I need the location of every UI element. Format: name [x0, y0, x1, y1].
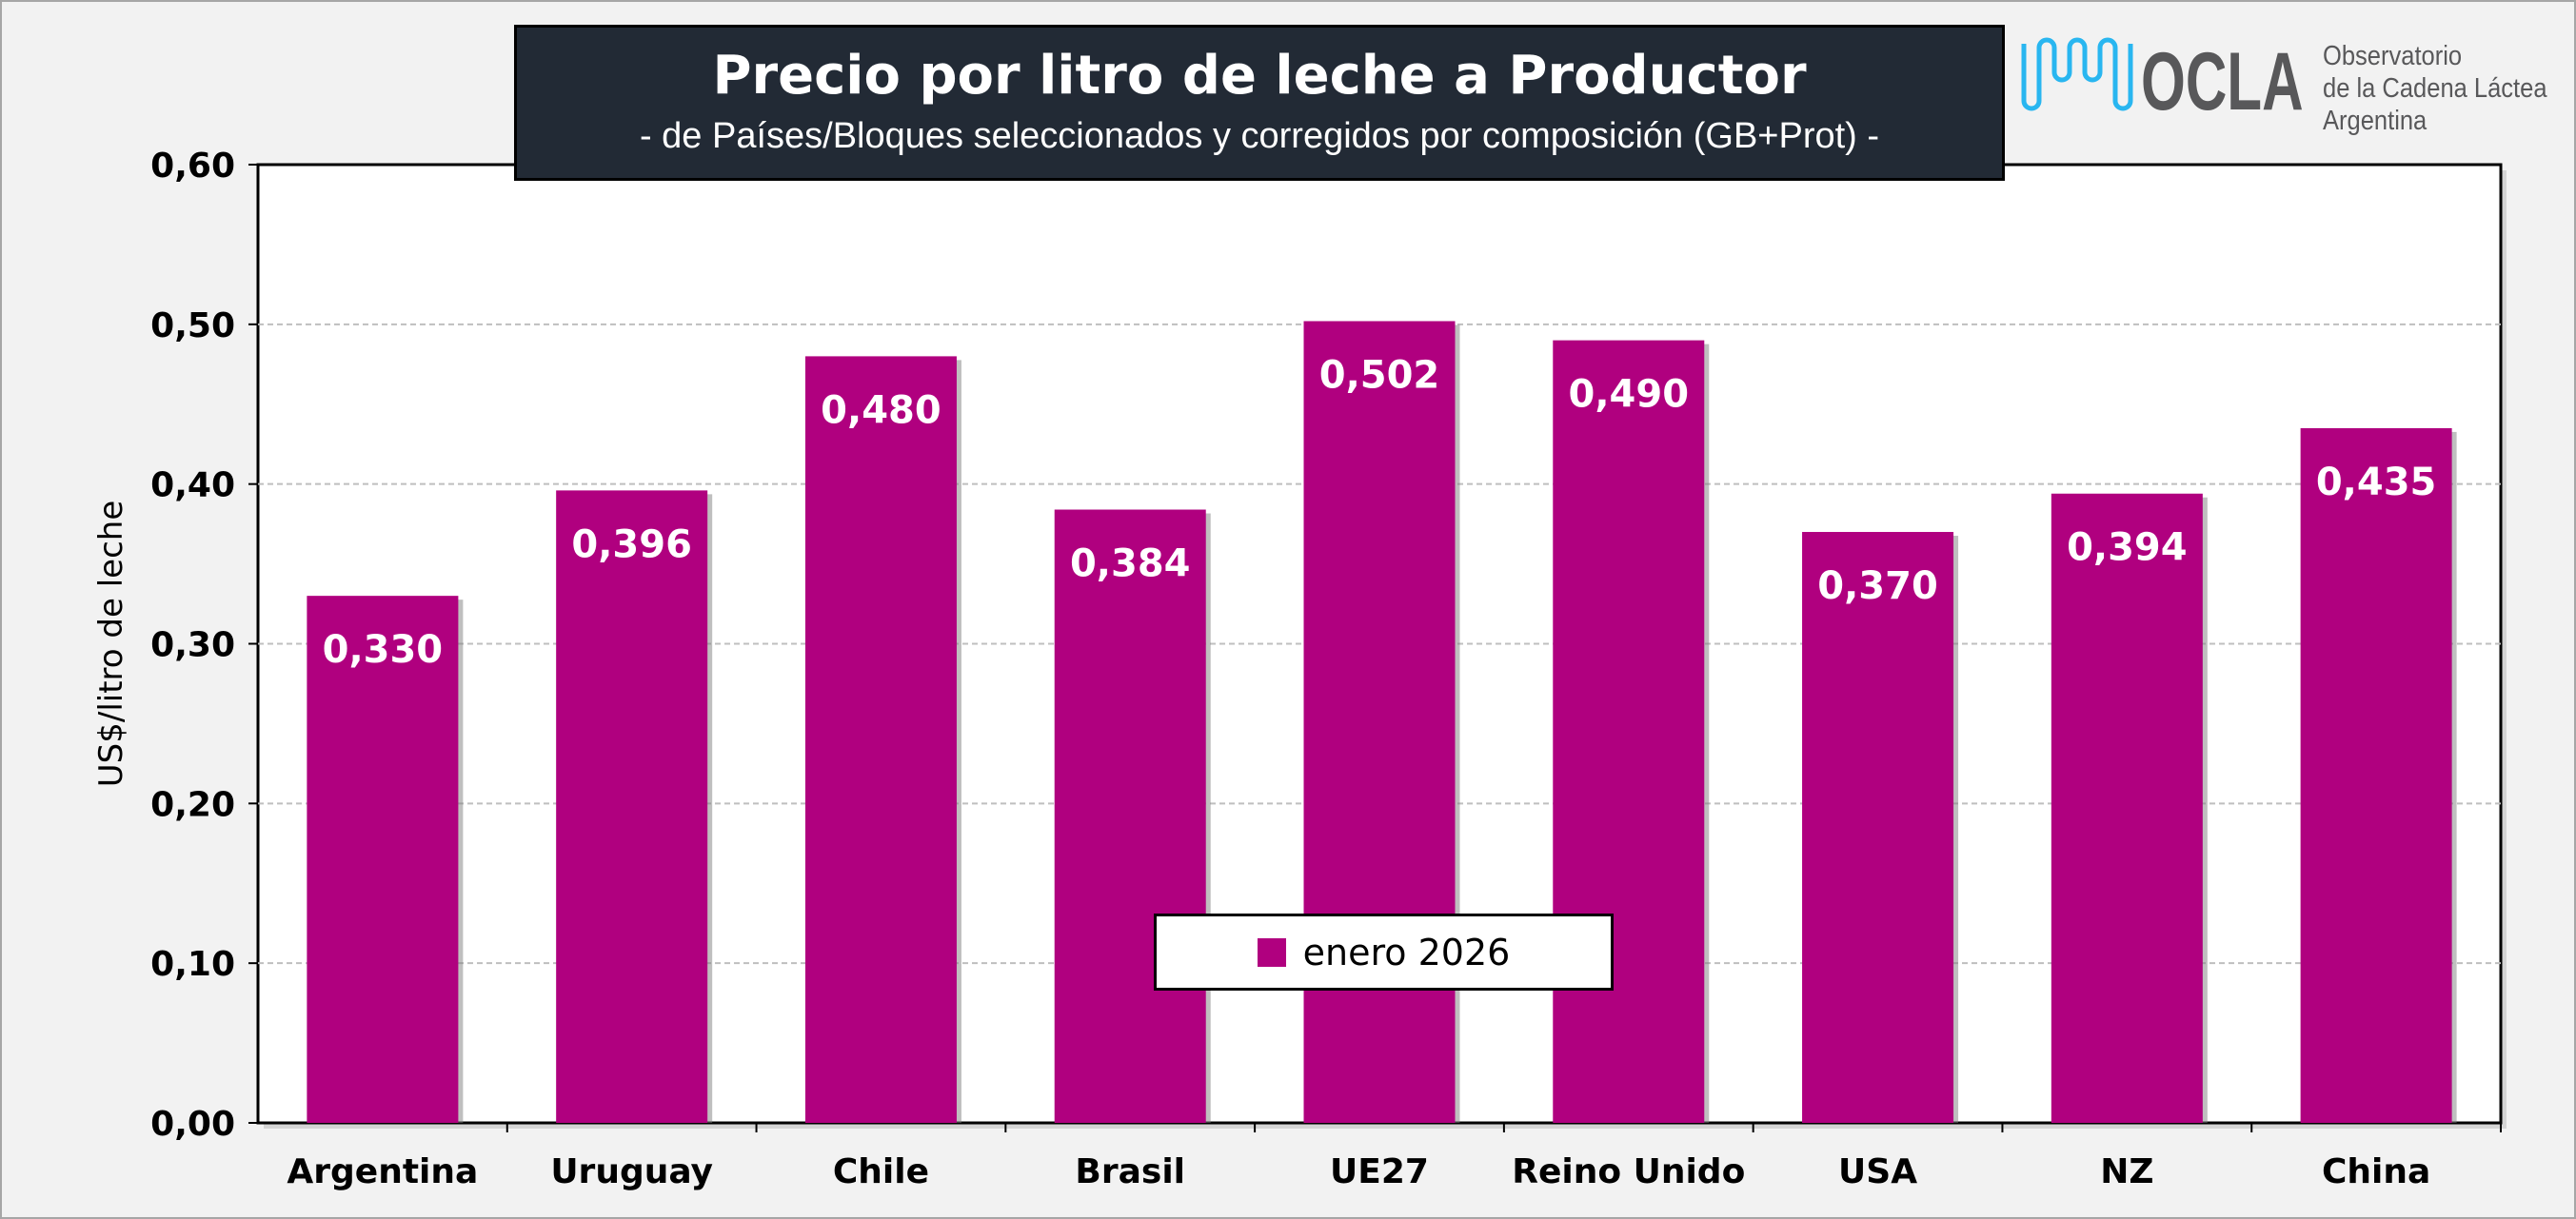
bar-uruguay [556, 490, 708, 1123]
data-label: 0,502 [1319, 353, 1440, 397]
data-label: 0,396 [571, 522, 692, 566]
wave-logo-icon [2021, 37, 2133, 111]
y-tick-label: 0,60 [150, 147, 235, 186]
legend: enero 2026 [1154, 914, 1614, 991]
data-label: 0,435 [2316, 461, 2437, 504]
bar-argentina [307, 596, 459, 1123]
data-label: 0,330 [323, 628, 444, 672]
x-tick-label: Argentina [287, 1152, 478, 1191]
title-box: Precio por litro de leche a Productor - … [514, 25, 2005, 181]
x-tick-label: Uruguay [550, 1152, 713, 1191]
logo-text: Observatorio de la Cadena Láctea Argenti… [2323, 40, 2547, 137]
y-tick-label: 0,00 [150, 1105, 235, 1144]
x-tick-label: NZ [2100, 1152, 2153, 1191]
x-tick-label: Reino Unido [1512, 1152, 1745, 1191]
legend-swatch [1257, 937, 1286, 967]
x-tick-label: Brasil [1075, 1152, 1185, 1191]
data-label: 0,394 [2067, 526, 2188, 570]
bar-usa [1802, 532, 1954, 1123]
chart-subtitle: - de Países/Bloques seleccionados y corr… [639, 116, 1880, 156]
y-tick-label: 0,10 [150, 945, 235, 984]
chart-title: Precio por litro de leche a Productor [712, 45, 1807, 107]
logo-line3: Argentina [2323, 106, 2427, 136]
data-label: 0,490 [1569, 373, 1690, 417]
bar-chile [804, 356, 957, 1123]
y-tick-label: 0,50 [150, 306, 235, 345]
data-label: 0,480 [821, 388, 941, 432]
data-label: 0,384 [1070, 542, 1191, 586]
data-label: 0,370 [1817, 564, 1938, 608]
x-tick-label: UE27 [1330, 1152, 1429, 1191]
bar-brasil [1054, 509, 1206, 1123]
y-tick-label: 0,30 [150, 626, 235, 665]
x-tick-label: USA [1838, 1152, 1917, 1191]
bar-ue27 [1303, 321, 1456, 1123]
logo-line1: Observatorio [2323, 41, 2463, 71]
bar-china [2300, 427, 2452, 1123]
logo-wordmark: OCLA [2141, 36, 2304, 128]
ocla-logo: OCLA Observatorio de la Cadena Láctea Ar… [2020, 29, 2572, 143]
logo-line2: de la Cadena Láctea [2323, 73, 2547, 104]
x-tick-label: Chile [833, 1152, 929, 1191]
bar-reino-unido [1553, 340, 1705, 1123]
y-tick-label: 0,40 [150, 466, 235, 505]
bar-nz [2051, 493, 2203, 1123]
y-tick-label: 0,20 [150, 785, 235, 824]
x-tick-label: China [2322, 1152, 2430, 1191]
y-axis-label: US$/litro de leche [92, 501, 130, 787]
legend-label: enero 2026 [1302, 931, 1511, 973]
